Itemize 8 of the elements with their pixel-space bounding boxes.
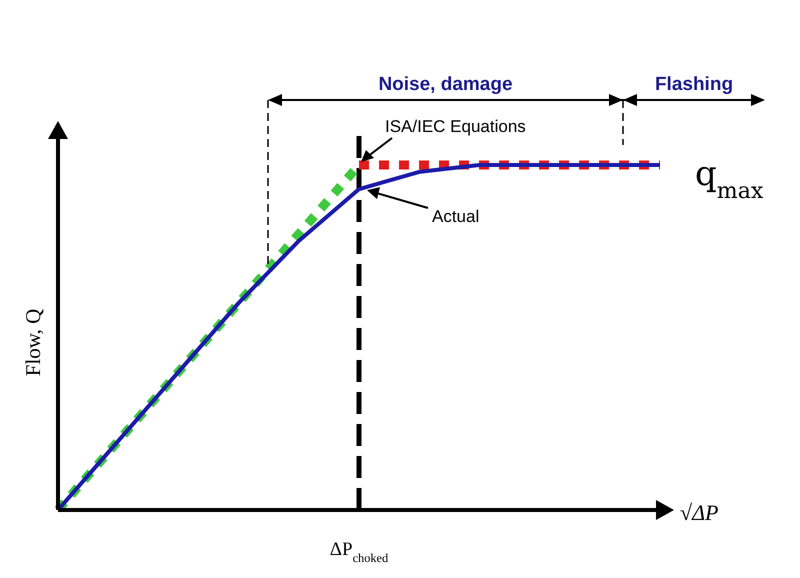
text: Noise, damage [378,74,513,95]
text: q$_{max}$ [695,154,764,204]
x-axis-title: √ΔP [680,500,718,525]
text: ISA/IEC Equations [385,117,526,136]
y-axis-title: Flow, Q [21,308,45,376]
annotation: Actual [432,207,480,226]
text: Flashing [654,74,734,95]
text: ΔP$_{choked}$ [330,539,390,565]
